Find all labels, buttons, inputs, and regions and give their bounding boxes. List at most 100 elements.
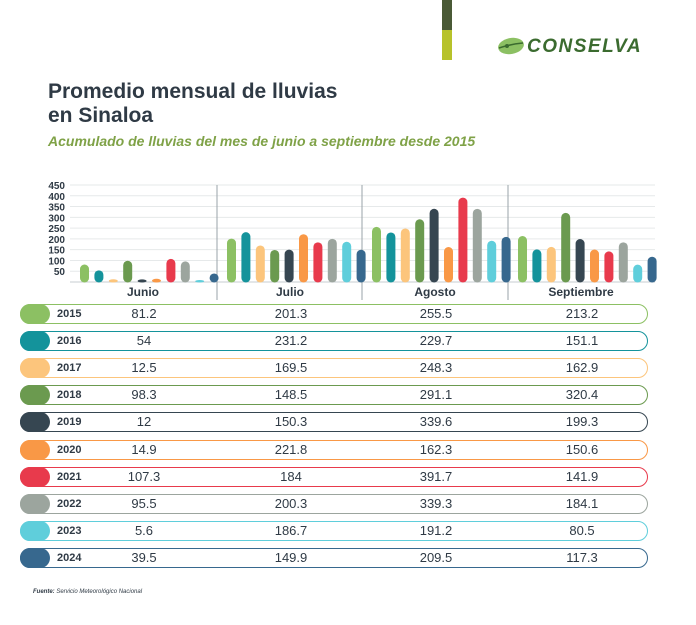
bar <box>618 242 628 283</box>
page-subtitle: Acumulado de lluvias del mes de junio a … <box>48 133 476 149</box>
table-cell-value: 162.3 <box>419 441 453 457</box>
table-row: 2017 12.5 169.5 248.3 162.9 <box>20 358 648 379</box>
source-note: Fuente: Servicio Meteorológico Nacional <box>33 589 142 595</box>
bar <box>501 236 511 283</box>
year-label: 2016 <box>57 335 82 348</box>
bar <box>80 264 89 283</box>
table-cell-value: 148.5 <box>274 387 308 403</box>
table-row: 2018 98.3 148.5 291.1 320.4 <box>20 385 648 406</box>
bar <box>327 238 337 283</box>
bar <box>590 249 599 283</box>
bar <box>518 236 527 283</box>
year-color-swatch <box>20 358 50 379</box>
y-tick-label: 200 <box>48 235 65 246</box>
y-tick-label: 100 <box>48 256 65 267</box>
table-cell-value: 213.2 <box>565 306 599 321</box>
y-tick-label: 350 <box>48 203 65 214</box>
x-category-label: Julio <box>276 285 304 299</box>
bar <box>472 208 482 283</box>
year-color-swatch <box>20 412 50 433</box>
bar <box>575 239 585 283</box>
bar <box>647 256 657 283</box>
table-cell-value: 151.1 <box>565 333 599 349</box>
table-cell-value: 184 <box>280 468 302 484</box>
table-cell-value: 291.1 <box>419 387 453 403</box>
table-row: 2015 81.2 201.3 255.5 213.2 <box>20 304 648 324</box>
bar <box>532 249 542 283</box>
table-row: 2021 107.3 184 391.7 141.9 <box>20 466 648 487</box>
leaf-icon <box>498 37 524 55</box>
year-color-swatch <box>20 547 50 568</box>
table-cell-value: 80.5 <box>569 522 595 538</box>
year-color-swatch <box>20 439 50 460</box>
year-label: 2024 <box>57 551 82 564</box>
table-cell-value: 141.9 <box>565 468 599 484</box>
table-cell-value: 95.5 <box>131 495 157 511</box>
table-row: 2016 54 231.2 229.7 151.1 <box>20 331 648 352</box>
table-cell-value: 339.6 <box>419 414 453 430</box>
table-row: 2024 39.5 149.9 209.5 117.3 <box>20 547 648 568</box>
table-cell-value: 209.5 <box>419 549 453 565</box>
table-cell-value: 339.3 <box>419 495 453 511</box>
table-cell-value: 169.5 <box>274 360 308 376</box>
x-category-label: Agosto <box>414 285 455 299</box>
y-tick-label: 50 <box>54 267 66 278</box>
table-row: 2019 12 150.3 339.6 199.3 <box>20 412 648 433</box>
y-tick-label: 400 <box>48 192 65 203</box>
table-cell-value: 117.3 <box>566 549 598 565</box>
bar <box>604 251 614 283</box>
table-row: 2022 95.5 200.3 339.3 184.1 <box>20 493 648 514</box>
year-color-swatch <box>20 331 50 352</box>
table-cell-value: 191.2 <box>419 522 453 538</box>
bar <box>284 249 294 283</box>
source-text: Servicio Meteorológico Nacional <box>56 589 143 595</box>
bar <box>342 241 352 283</box>
table-cell-value: 199.3 <box>565 414 599 430</box>
table-cell-value: 12 <box>136 414 152 430</box>
year-color-swatch <box>20 304 50 324</box>
bar <box>400 228 410 283</box>
table-cell-value: 150.6 <box>565 441 599 457</box>
logo-wordmark: CONSELVA <box>527 36 643 57</box>
table-cell-value: 5.6 <box>134 522 154 538</box>
bar <box>255 245 265 283</box>
year-label: 2020 <box>57 443 82 456</box>
bar <box>270 249 280 283</box>
bar <box>137 279 147 283</box>
year-label: 2018 <box>57 389 82 402</box>
year-color-swatch <box>20 520 50 541</box>
table-cell-value: 186.7 <box>274 522 308 538</box>
table-cell-value: 320.4 <box>565 387 599 403</box>
year-label: 2021 <box>57 470 82 483</box>
x-category-label: Septiembre <box>548 285 614 299</box>
bar <box>386 232 396 283</box>
bar <box>241 232 251 283</box>
bar <box>561 212 571 283</box>
table-cell-value: 150.3 <box>274 414 308 430</box>
x-category-label: Junio <box>127 285 159 299</box>
header-accent-bar-dark <box>442 0 452 30</box>
bar <box>546 246 556 283</box>
table-cell-value: 14.9 <box>131 441 157 457</box>
table-cell-value: 200.3 <box>274 495 308 511</box>
page-title: Promedio mensual de lluvias en Sinaloa <box>48 80 338 127</box>
table-cell-value: 184.1 <box>565 495 599 511</box>
table-cell-value: 255.5 <box>419 306 453 321</box>
source-label: Fuente: <box>33 589 55 595</box>
table-cell-value: 391.7 <box>419 468 453 484</box>
table-cell-value: 248.3 <box>419 360 453 376</box>
table-cell-value: 81.2 <box>131 306 157 321</box>
year-color-swatch <box>20 493 50 514</box>
bar <box>487 240 497 283</box>
year-color-swatch <box>20 385 50 406</box>
bar <box>299 234 308 283</box>
table-cell-value: 54 <box>136 333 152 349</box>
bar <box>356 249 366 283</box>
table-row: 2020 14.9 221.8 162.3 150.6 <box>20 439 648 460</box>
bar <box>94 270 104 283</box>
table-cell-value: 201.3 <box>274 306 308 321</box>
table-cell-value: 39.5 <box>131 549 157 565</box>
bar <box>152 278 161 283</box>
bar <box>123 260 133 283</box>
